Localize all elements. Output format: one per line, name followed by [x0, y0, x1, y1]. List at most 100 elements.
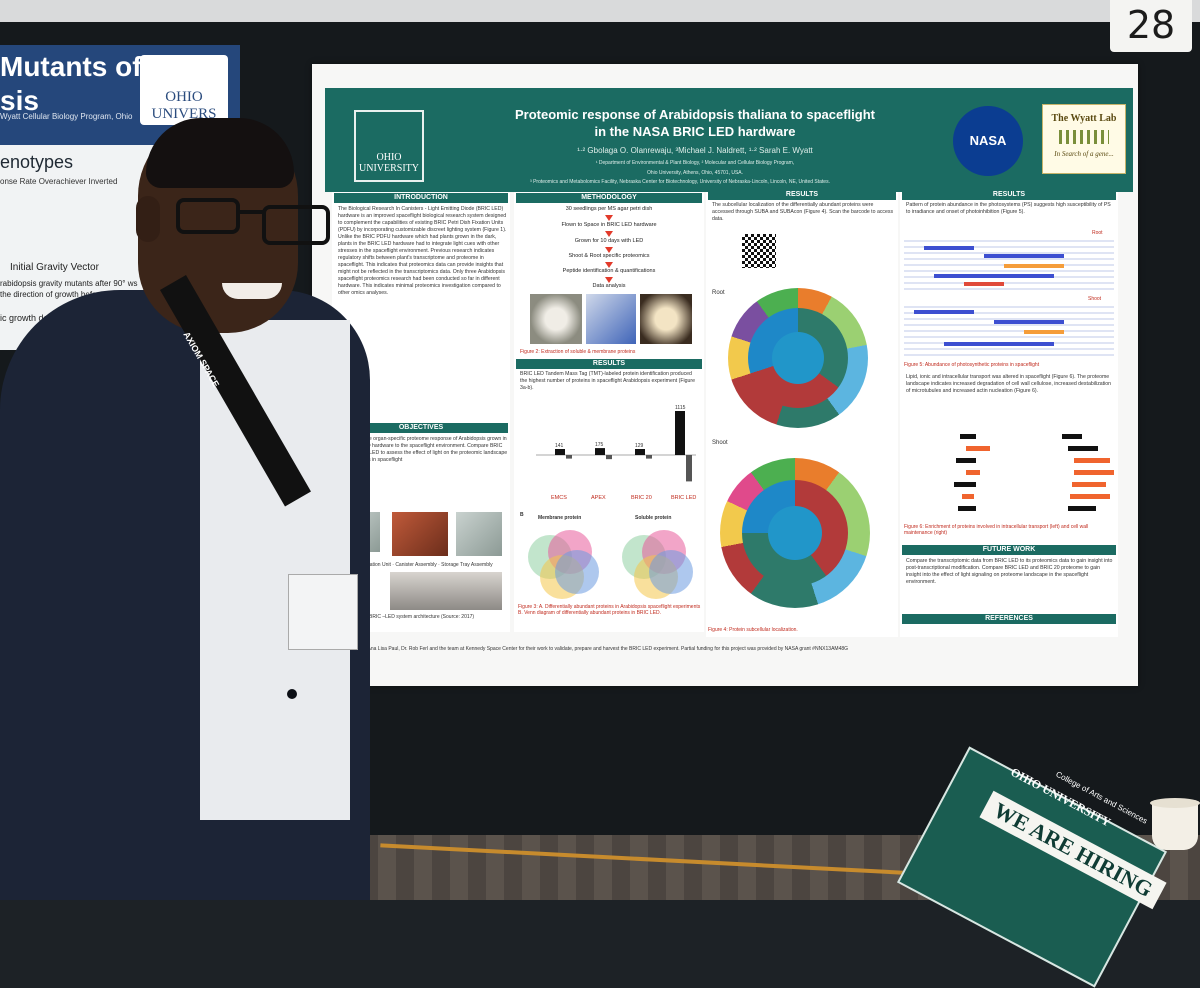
- bar-chart-value-label: 141: [555, 443, 564, 449]
- figure6-bar: [966, 470, 980, 475]
- wyatt-lab-logo: The Wyatt Lab In Search of a gene...: [1042, 104, 1126, 174]
- dna-icon: [1059, 130, 1109, 144]
- results-b-text: Pattern of protein abundance in the phot…: [906, 202, 1111, 215]
- poster-affiliation-2: Ohio University, Athens, Ohio, 45701, US…: [646, 170, 744, 176]
- figure1-label-canister: Canister Assembly: [395, 562, 437, 568]
- figure2-photo-gloves: [586, 294, 636, 344]
- method-step-1: 30 seedlings per MS agar petri dish: [565, 206, 653, 212]
- references-header: REFERENCES: [902, 614, 1116, 624]
- heatmap-cell: [924, 246, 974, 250]
- person-ear: [136, 196, 160, 242]
- glasses-icon: [262, 205, 330, 245]
- figure1-label-tray: Storage Tray Assembly: [441, 562, 493, 568]
- bar-chart-bar: [595, 448, 605, 455]
- down-arrow-icon: [605, 247, 613, 253]
- method-step-2: Flown to Space in BRIC LED hardware: [561, 222, 657, 228]
- objectives-header: OBJECTIVES: [334, 423, 508, 433]
- figure5-caption: Figure 5: Abundance of photosynthetic pr…: [904, 362, 1040, 368]
- bar-chart-category-label: EMCS: [551, 495, 567, 501]
- method-step-3: Grown for 10 days with LED: [574, 238, 644, 244]
- figure4-caption: Figure 4: Protein subcellular localizati…: [708, 627, 798, 633]
- bar-chart-bar: [686, 455, 692, 482]
- future-work-header: FUTURE WORK: [902, 545, 1116, 555]
- results-a-text: The subcellular localization of the diff…: [712, 202, 894, 222]
- methodology-header: METHODOLOGY: [516, 193, 702, 203]
- down-arrow-icon: [605, 262, 613, 268]
- wyatt-logo-title: The Wyatt Lab: [1051, 113, 1117, 124]
- down-arrow-icon: [605, 215, 613, 221]
- figure6-chart-transport: [910, 424, 1006, 520]
- heatmap-cell: [994, 320, 1064, 324]
- donut-label-shoot: Shoot: [712, 440, 728, 446]
- bar-chart-value-label: 129: [635, 443, 644, 449]
- heatmap-cell: [1024, 330, 1064, 334]
- left-poster-gravity-label: Initial Gravity Vector: [10, 262, 99, 273]
- bar-chart-category-label: BRIC 20: [631, 495, 652, 501]
- heatmap-shoot: [904, 302, 1114, 358]
- down-arrow-icon: [605, 231, 613, 237]
- wyatt-logo-tagline: In Search of a gene...: [1054, 150, 1114, 158]
- donut-chart-shoot-center: [768, 506, 822, 560]
- person-hair: [146, 118, 294, 188]
- ceiling: [0, 0, 1200, 22]
- bar-chart-category-label: BRIC LED: [671, 495, 696, 501]
- figure6-bar: [1074, 470, 1114, 475]
- down-arrow-icon: [605, 277, 613, 283]
- figure6-bar: [954, 482, 976, 487]
- figure6-bar: [958, 506, 976, 511]
- figure6-bar: [1070, 494, 1110, 499]
- jacket-button: [287, 689, 297, 699]
- results-b-header: RESULTS: [902, 190, 1116, 200]
- glasses-icon: [176, 198, 240, 234]
- bar-chart-bar: [555, 449, 565, 455]
- glasses-bridge: [238, 210, 264, 214]
- venn-circle: [649, 550, 693, 594]
- name-badge: [288, 574, 358, 650]
- introduction-text: The Biological Research In Canisters - L…: [338, 206, 507, 296]
- heatmap-cell: [984, 254, 1064, 258]
- method-step-5: Peptide identification & quantifications: [562, 268, 656, 274]
- objectives-text: Investigate the organ-specific proteome …: [338, 436, 508, 463]
- bar-chart-bar: [635, 449, 645, 455]
- figure6-bar: [962, 494, 974, 499]
- left-poster-title: Mutants of sis: [0, 51, 142, 116]
- figure2-photo-sample: [640, 294, 692, 344]
- results-a-header: RESULTS: [708, 190, 896, 200]
- nasa-logo: NASA: [953, 106, 1023, 176]
- bar-chart-bar: [646, 455, 652, 459]
- heatmap-cell: [914, 310, 974, 314]
- figure2-photo-plate: [530, 294, 582, 344]
- figure3-caption: Figure 3: A. Differentially abundant pro…: [518, 604, 701, 616]
- bar-chart-bar: [606, 455, 612, 460]
- heatmap-label-root: Root: [1092, 230, 1103, 236]
- figure6-bar: [1068, 446, 1098, 451]
- poster-title: Proteomic response of Arabidopsis thalia…: [470, 106, 920, 140]
- qr-code[interactable]: [742, 234, 776, 268]
- venn-label-membrane: Membrane protein: [538, 515, 582, 521]
- figure6-bar: [1062, 434, 1082, 439]
- left-poster-text-a: rabidopsis gravity mutants after 90° ws …: [0, 279, 138, 299]
- figure2-caption: Figure 2: Extraction of soluble & membra…: [520, 349, 636, 355]
- figure6-bar: [1074, 458, 1110, 463]
- left-poster-phenotypes: onse Rate Overachiever Inverted: [0, 177, 118, 186]
- bar-chart: 141 175 129 1115 EMCS APEX BRIC 20 BRIC LED: [536, 405, 696, 501]
- figure6-bar: [966, 446, 990, 451]
- donut-label-root: Root: [712, 290, 725, 296]
- poster-affiliation-3: ³ Proteomics and Metabolomics Facility, …: [530, 179, 830, 185]
- figure6-bar: [1068, 506, 1096, 511]
- method-step-6: Data analysis: [592, 283, 626, 289]
- bar-chart-bar: [675, 411, 685, 455]
- poster-title-line1: Proteomic response of Arabidopsis thalia…: [515, 107, 875, 122]
- paper-cup: [1152, 800, 1198, 850]
- venn-label-soluble: Soluble protein: [635, 515, 672, 521]
- figure6-bar: [1072, 482, 1106, 487]
- bar-chart-bar: [566, 455, 572, 459]
- venn-panel-label: B: [520, 512, 524, 518]
- method-step-4: Shoot & Root specific proteomics: [568, 253, 650, 259]
- bar-chart-category-label: APEX: [591, 495, 606, 501]
- poster-affiliation-1: ¹ Department of Environmental & Plant Bi…: [595, 160, 795, 166]
- bar-chart-value-label: 1115: [675, 405, 686, 411]
- figure1-photo-tray: [456, 512, 502, 556]
- ohio-university-logo: OHIO UNIVERSITY: [354, 110, 424, 182]
- future-work-text: Compare the transcriptomic data from BRI…: [906, 558, 1113, 585]
